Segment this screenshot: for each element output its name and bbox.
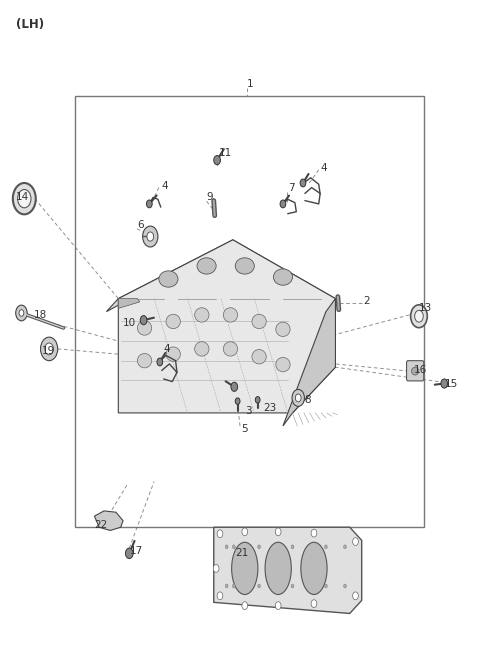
Circle shape bbox=[146, 200, 152, 208]
Ellipse shape bbox=[195, 342, 209, 356]
Circle shape bbox=[19, 310, 24, 316]
Ellipse shape bbox=[344, 584, 347, 588]
Ellipse shape bbox=[217, 530, 223, 538]
Ellipse shape bbox=[410, 305, 427, 328]
Ellipse shape bbox=[291, 545, 294, 549]
Ellipse shape bbox=[252, 314, 266, 329]
Circle shape bbox=[40, 337, 58, 361]
Ellipse shape bbox=[242, 528, 248, 536]
Ellipse shape bbox=[311, 529, 317, 537]
Text: 18: 18 bbox=[34, 310, 47, 320]
Ellipse shape bbox=[258, 584, 261, 588]
Text: 22: 22 bbox=[95, 520, 108, 530]
Polygon shape bbox=[95, 511, 123, 531]
Ellipse shape bbox=[217, 592, 223, 600]
Text: 15: 15 bbox=[445, 379, 458, 388]
Circle shape bbox=[280, 200, 286, 208]
Circle shape bbox=[125, 548, 133, 559]
Circle shape bbox=[300, 179, 306, 187]
Ellipse shape bbox=[225, 545, 228, 549]
Ellipse shape bbox=[276, 602, 281, 609]
Ellipse shape bbox=[137, 321, 152, 335]
Text: 13: 13 bbox=[419, 304, 432, 314]
Ellipse shape bbox=[197, 258, 216, 274]
Ellipse shape bbox=[195, 308, 209, 322]
Circle shape bbox=[143, 226, 158, 247]
Circle shape bbox=[140, 316, 147, 325]
Text: 6: 6 bbox=[137, 220, 144, 230]
Ellipse shape bbox=[311, 600, 317, 607]
Ellipse shape bbox=[232, 543, 258, 594]
Text: 14: 14 bbox=[16, 192, 29, 202]
Polygon shape bbox=[118, 298, 140, 308]
Text: 16: 16 bbox=[414, 365, 427, 375]
Ellipse shape bbox=[166, 314, 180, 329]
Circle shape bbox=[235, 398, 240, 405]
Ellipse shape bbox=[265, 543, 291, 594]
Circle shape bbox=[16, 305, 27, 321]
Ellipse shape bbox=[252, 350, 266, 364]
Polygon shape bbox=[214, 527, 362, 613]
Ellipse shape bbox=[411, 367, 419, 375]
Text: 2: 2 bbox=[363, 296, 370, 306]
Text: 4: 4 bbox=[320, 163, 327, 173]
Text: 17: 17 bbox=[130, 546, 144, 556]
Text: 1: 1 bbox=[247, 79, 254, 89]
Ellipse shape bbox=[274, 269, 292, 285]
Text: 10: 10 bbox=[123, 318, 136, 328]
FancyBboxPatch shape bbox=[407, 361, 424, 381]
Circle shape bbox=[255, 397, 260, 403]
Text: 9: 9 bbox=[206, 192, 213, 202]
Circle shape bbox=[147, 232, 154, 241]
Ellipse shape bbox=[223, 342, 238, 356]
Text: 4: 4 bbox=[161, 180, 168, 191]
Text: 11: 11 bbox=[218, 148, 232, 158]
Text: (LH): (LH) bbox=[16, 18, 44, 31]
Ellipse shape bbox=[276, 358, 290, 372]
Ellipse shape bbox=[415, 310, 423, 322]
Ellipse shape bbox=[276, 528, 281, 536]
Text: 23: 23 bbox=[263, 403, 276, 413]
Polygon shape bbox=[118, 240, 336, 413]
Ellipse shape bbox=[344, 545, 347, 549]
Ellipse shape bbox=[258, 545, 261, 549]
Ellipse shape bbox=[166, 347, 180, 361]
Bar bbox=[75, 96, 424, 527]
Text: 19: 19 bbox=[42, 346, 55, 356]
Text: 3: 3 bbox=[245, 406, 252, 416]
Ellipse shape bbox=[242, 602, 248, 609]
Ellipse shape bbox=[276, 322, 290, 337]
Ellipse shape bbox=[159, 271, 178, 287]
Ellipse shape bbox=[232, 545, 235, 549]
Ellipse shape bbox=[324, 584, 327, 588]
Ellipse shape bbox=[353, 538, 359, 546]
Polygon shape bbox=[283, 298, 336, 426]
Ellipse shape bbox=[137, 354, 152, 368]
Circle shape bbox=[295, 394, 301, 402]
Circle shape bbox=[292, 390, 304, 406]
Ellipse shape bbox=[235, 258, 254, 274]
Ellipse shape bbox=[223, 308, 238, 322]
Ellipse shape bbox=[301, 543, 327, 594]
Text: 21: 21 bbox=[235, 548, 249, 558]
Circle shape bbox=[231, 382, 238, 392]
Text: 4: 4 bbox=[164, 344, 170, 354]
Ellipse shape bbox=[13, 183, 36, 215]
Ellipse shape bbox=[225, 584, 228, 588]
Circle shape bbox=[45, 343, 53, 355]
Circle shape bbox=[157, 358, 163, 366]
Ellipse shape bbox=[291, 584, 294, 588]
Polygon shape bbox=[107, 240, 336, 312]
Ellipse shape bbox=[232, 584, 235, 588]
Text: 7: 7 bbox=[288, 182, 294, 193]
Ellipse shape bbox=[18, 190, 31, 208]
Ellipse shape bbox=[353, 592, 359, 600]
Ellipse shape bbox=[213, 564, 219, 572]
Text: 5: 5 bbox=[241, 424, 248, 434]
Ellipse shape bbox=[324, 545, 327, 549]
Circle shape bbox=[214, 155, 220, 165]
Circle shape bbox=[441, 379, 447, 388]
Text: 8: 8 bbox=[304, 395, 311, 405]
